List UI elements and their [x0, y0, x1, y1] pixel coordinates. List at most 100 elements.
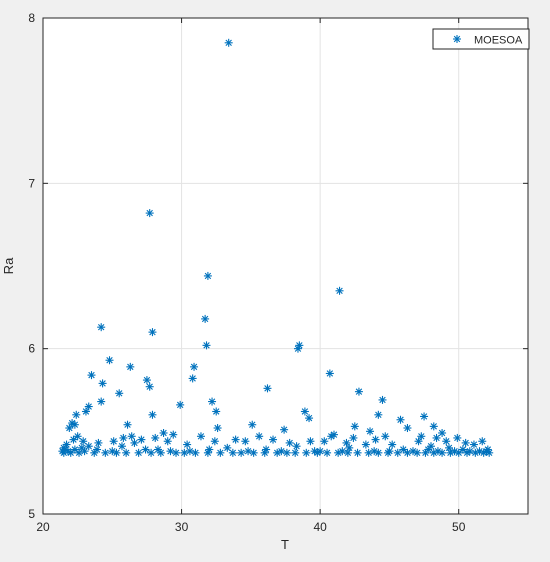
data-point [277, 447, 286, 456]
data-point [349, 433, 358, 442]
data-point [403, 424, 412, 433]
data-point [151, 433, 160, 442]
data-point [147, 448, 156, 457]
data-point [183, 440, 192, 449]
data-point [350, 422, 359, 431]
y-axis-ticks: 5 6 7 8 [28, 11, 528, 521]
data-point [109, 437, 118, 446]
data-point [148, 410, 157, 419]
x-tick-label: 30 [175, 520, 189, 534]
data-point [73, 432, 82, 441]
y-axis-label: Ra [1, 257, 16, 274]
data-point [417, 432, 426, 441]
data-point [282, 448, 291, 457]
data-point [176, 400, 185, 409]
data-point [72, 410, 81, 419]
data-point [130, 438, 139, 447]
data-point [210, 437, 219, 446]
data-point [280, 425, 289, 434]
y-tick-label: 5 [28, 507, 35, 521]
x-tick-label: 40 [313, 520, 327, 534]
data-point [320, 437, 329, 446]
data-point [432, 433, 441, 442]
data-point [302, 448, 311, 457]
data-point [122, 448, 131, 457]
data-point [84, 442, 93, 451]
data-point [169, 430, 178, 439]
data-point [97, 323, 106, 332]
data-point [87, 371, 96, 380]
data-point [202, 341, 211, 350]
data-point [180, 448, 189, 457]
data-point [361, 440, 370, 449]
data-point [248, 420, 257, 429]
data-point [117, 442, 126, 451]
data-point [260, 448, 269, 457]
data-point [420, 412, 429, 421]
data-point [370, 447, 379, 456]
y-tick-label: 7 [28, 176, 35, 190]
data-point [354, 387, 363, 396]
data-point [115, 389, 124, 398]
x-axis-ticks: 20 30 40 50 [36, 18, 466, 534]
data-point [393, 448, 402, 457]
data-point [381, 432, 390, 441]
data-point [465, 447, 474, 456]
data-point [191, 448, 200, 457]
x-tick-label: 50 [452, 520, 466, 534]
data-point [483, 445, 492, 454]
data-point [285, 438, 294, 447]
data-point [378, 395, 387, 404]
data-point [123, 420, 132, 429]
data-point [343, 448, 352, 457]
data-point [385, 447, 394, 456]
data-point [65, 424, 74, 433]
data-point [97, 397, 106, 406]
data-point [119, 433, 128, 442]
legend-box [432, 28, 530, 50]
data-point [244, 447, 253, 456]
data-point [478, 437, 487, 446]
y-tick-label: 8 [28, 11, 35, 25]
data-point [185, 447, 194, 456]
legend-label: MOESOA [474, 35, 523, 47]
data-point [327, 432, 336, 441]
data-point [59, 443, 68, 452]
data-point [442, 437, 451, 446]
data-point [212, 407, 221, 416]
data-point [228, 448, 237, 457]
data-point [216, 448, 225, 457]
data-point [433, 447, 442, 456]
data-point [292, 442, 301, 451]
data-point [291, 448, 300, 457]
data-point [145, 382, 154, 391]
data-point [364, 448, 373, 457]
data-point [399, 445, 408, 454]
data-point [458, 445, 467, 454]
data-point [105, 356, 114, 365]
data-point [338, 447, 347, 456]
data-point [166, 447, 175, 456]
x-tick-label: 20 [36, 520, 50, 534]
data-point [429, 422, 438, 431]
data-point [306, 437, 315, 446]
data-point [263, 384, 272, 393]
data-point [145, 209, 154, 218]
data-point [127, 432, 136, 441]
data-point [66, 448, 75, 457]
data-point [269, 435, 278, 444]
data-point [241, 437, 250, 446]
data-point [79, 437, 88, 446]
data-point [134, 448, 143, 457]
data-point [316, 447, 325, 456]
data-point [396, 415, 405, 424]
data-points [58, 38, 494, 457]
data-point [388, 440, 397, 449]
data-point [80, 447, 89, 456]
data-point [188, 374, 197, 383]
data-point [371, 435, 380, 444]
data-point [93, 445, 102, 454]
data-point [224, 38, 233, 47]
data-point [335, 286, 344, 295]
data-point [249, 448, 258, 457]
